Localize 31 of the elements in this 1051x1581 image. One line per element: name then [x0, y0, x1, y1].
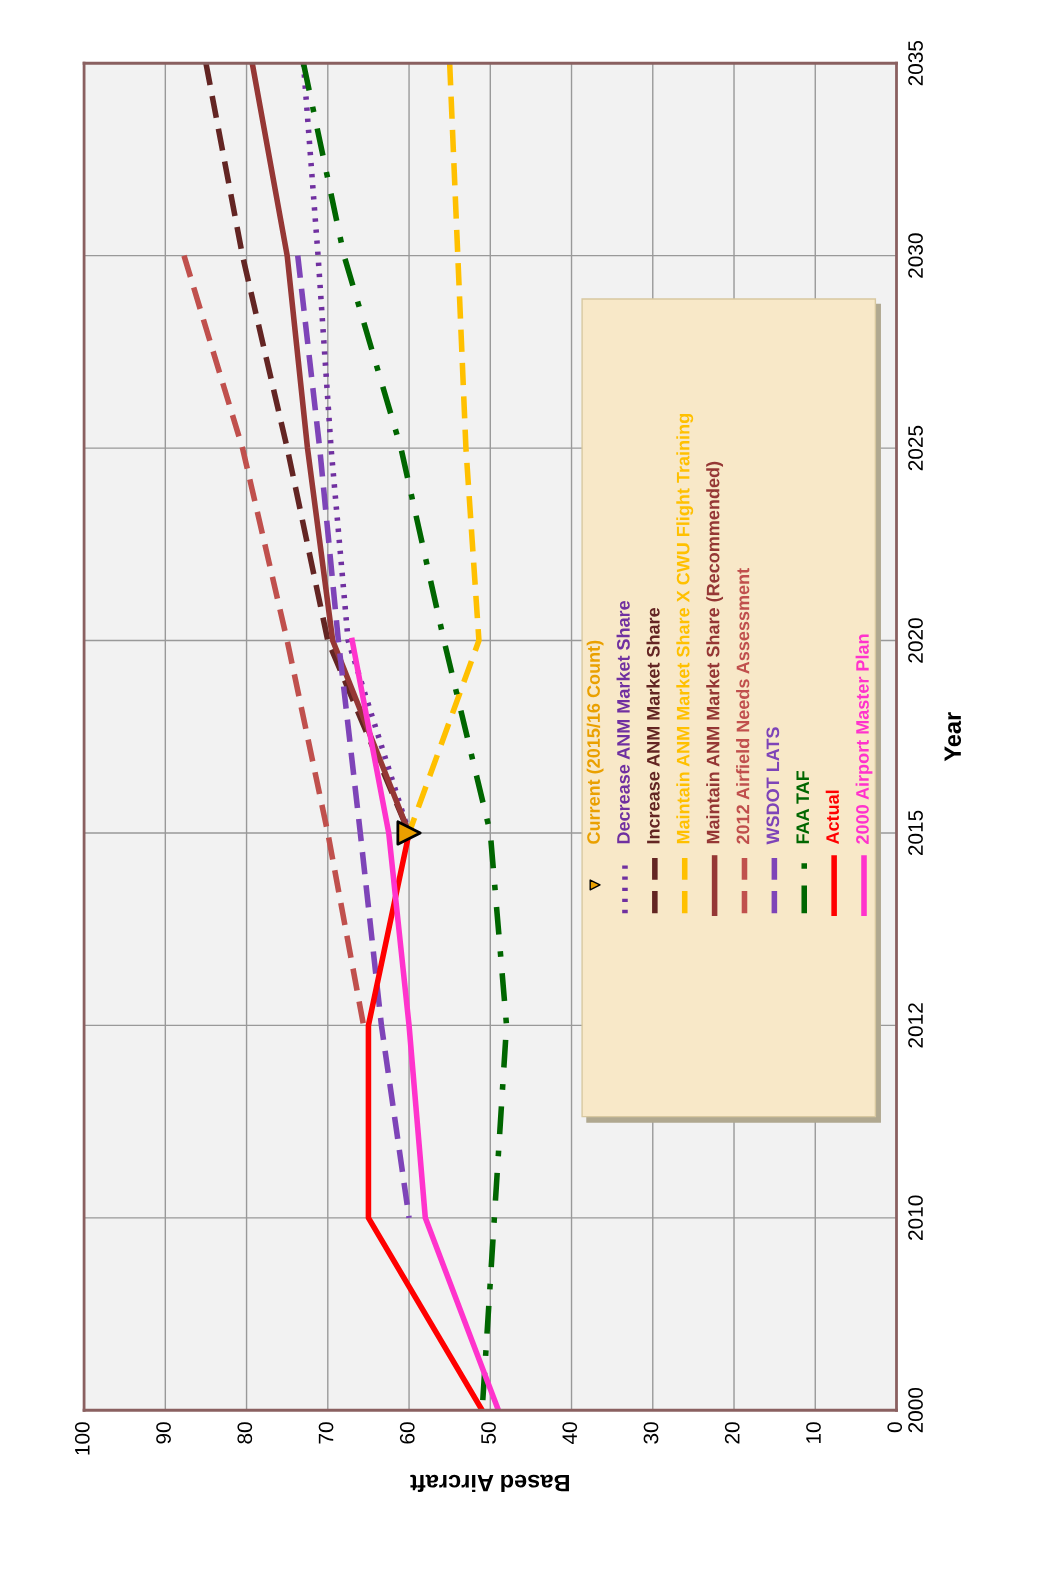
y-tick-label: 2025 — [908, 425, 923, 471]
x-tick-label: 60 — [399, 1422, 415, 1444]
x-tick-label: 80 — [237, 1422, 253, 1444]
x-tick-label: 20 — [724, 1422, 740, 1444]
x-tick-label: 10 — [806, 1422, 821, 1443]
x-tick-label: 0 — [887, 1422, 903, 1433]
y-tick-label: 2010 — [908, 1195, 923, 1240]
text: Actual — [825, 790, 839, 845]
text: FAA TAF — [796, 770, 809, 844]
text: Current (2015/16 Count) — [586, 640, 604, 844]
x-tick-label: 30 — [643, 1422, 659, 1444]
x-axis-title: Based Aircraft — [410, 1474, 569, 1493]
y-axis-title: Year — [944, 712, 962, 762]
text: WSDOT LATS — [766, 727, 780, 845]
y-tick-label: 2000 — [908, 1387, 923, 1433]
text: Maintain ANM Market Share X CWU Flight Training — [676, 414, 694, 844]
x-tick-label: 100 — [74, 1422, 90, 1455]
y-tick-label: 2020 — [908, 618, 923, 663]
text: Maintain ANM Market Share (Recommended) — [706, 461, 724, 844]
x-tick-label: 40 — [562, 1422, 578, 1445]
x-tick-label: 70 — [318, 1422, 334, 1444]
text: 2000 Airport Master Plan — [855, 634, 873, 844]
text: 2012 Airfield Needs Assessment — [736, 568, 750, 844]
y-tick-label: 2012 — [908, 1003, 923, 1048]
text: Decrease ANM Market Share — [616, 600, 630, 844]
text: Increase ANM Market Share — [646, 607, 660, 844]
x-tick-label: 90 — [156, 1422, 171, 1444]
y-tick-label: 2015 — [908, 810, 923, 856]
x-tick-label: 50 — [481, 1422, 496, 1444]
y-tick-label: 2035 — [908, 40, 923, 86]
y-tick-label: 2030 — [908, 233, 923, 278]
